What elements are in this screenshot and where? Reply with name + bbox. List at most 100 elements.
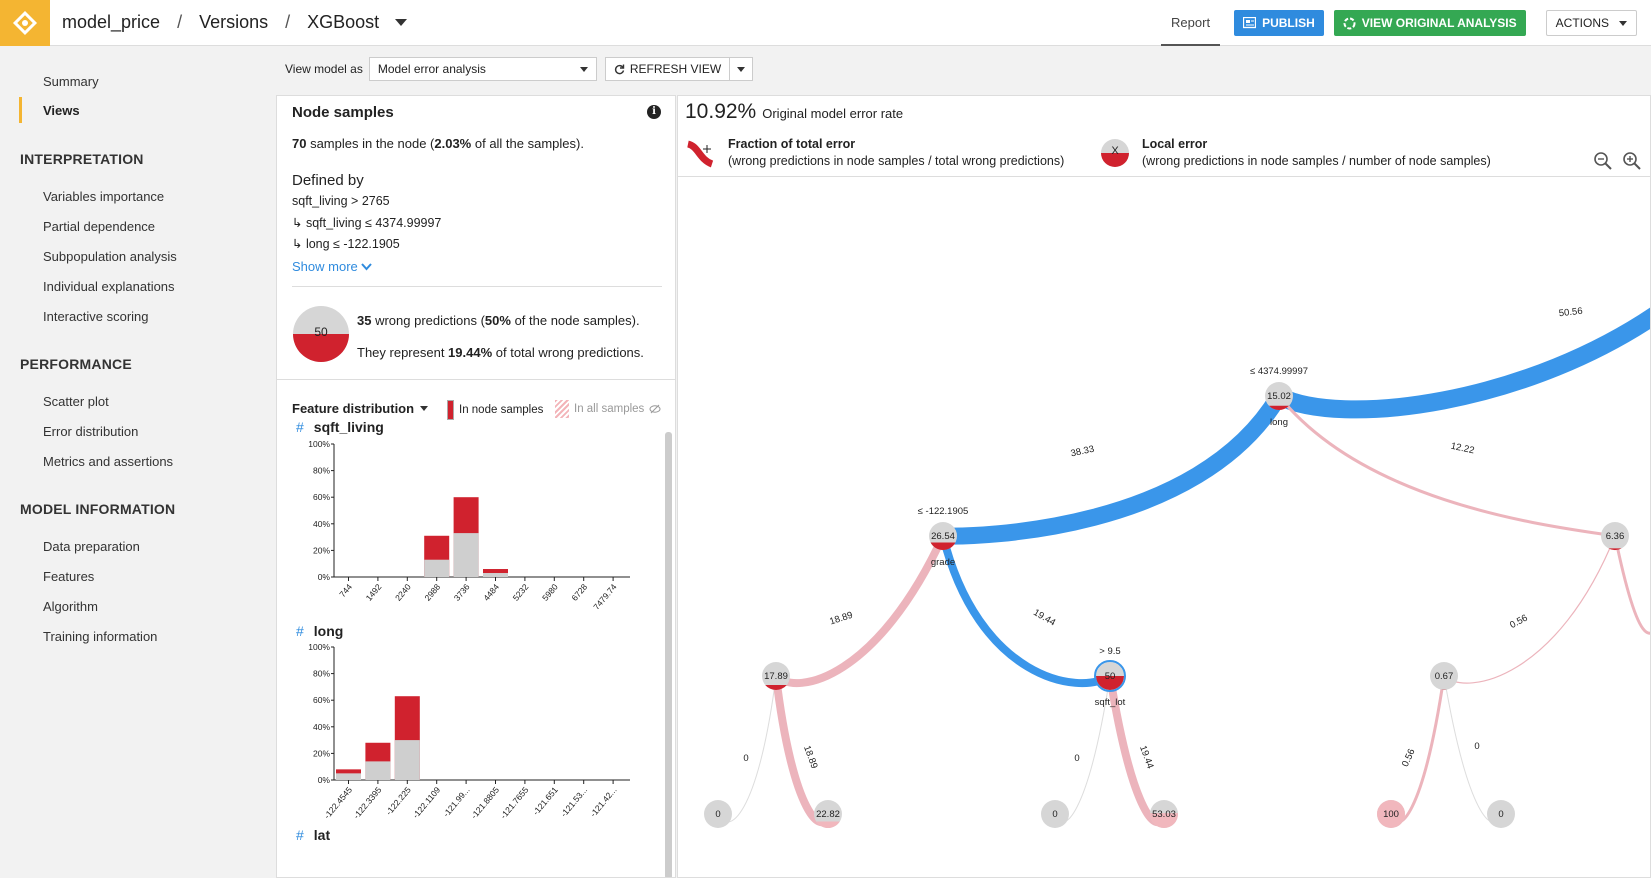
sidebar-item-metrics-and-assertions[interactable]: Metrics and assertions [43,454,174,469]
feature-heading-long: # long [296,623,343,639]
tree-node-value: 0.67 [1435,671,1454,682]
sidebar-item-training-information[interactable]: Training information [43,629,158,644]
fraction-link-icon [686,140,714,168]
bar-all-samples [394,740,420,780]
feature-list-scrollbar[interactable] [665,432,672,877]
y-tick-label: 40% [313,722,330,732]
breadcrumb-project[interactable]: model_price [62,12,161,32]
tree-node-circle [1041,800,1069,828]
bar-all-samples [453,533,479,577]
legend-swatch-all [555,400,569,418]
bar-all-samples [483,573,508,577]
tree-node-error-fill [1150,813,1178,828]
refresh-options-dropdown[interactable] [730,66,752,72]
tree-node-value: 0 [1498,809,1503,820]
error-rate-header: 10.92% Original model error rate [685,100,903,124]
tree-node-value: 0 [715,809,720,820]
sidebar-item-algorithm[interactable]: Algorithm [43,599,98,614]
legend-in-all-samples[interactable]: In all samples [555,400,661,418]
bar-all-samples [336,773,361,780]
sidebar-item-summary[interactable]: Summary [43,74,99,89]
zoom-in-icon[interactable] [1622,151,1642,171]
sidebar-section-model-information: MODEL INFORMATION [20,501,176,517]
node-samples-panel: Node samples i 70 samples in the node (2… [276,95,676,878]
sidebar-item-partial-dependence[interactable]: Partial dependence [43,219,156,234]
y-tick-label: 60% [313,492,330,502]
divider [678,176,1650,177]
refresh-view-button[interactable]: REFRESH VIEW [604,57,754,81]
x-tick-label: -121.8805 [469,785,501,821]
chevron-down-icon [1619,20,1627,26]
actions-button[interactable]: ACTIONS [1545,10,1637,36]
edge-label: 19.44 [1137,744,1155,770]
show-more-link[interactable]: Show more [292,259,373,274]
feature-name: sqft_living [313,419,384,435]
local-desc: (wrong predictions in node samples / num… [1142,154,1491,168]
breadcrumb-separator: / [177,12,183,32]
sidebar-item-error-distribution[interactable]: Error distribution [43,424,139,439]
tree-node-feature: grade [931,557,955,568]
dataiku-logo[interactable] [0,0,50,46]
sidebar-active-indicator [19,97,22,123]
error-tree-panel: 10.92% Original model error rate Fractio… [677,95,1651,878]
tree-node-value: 100 [1383,809,1399,820]
sidebar-item-data-preparation[interactable]: Data preparation [43,539,140,554]
view-model-selected: Model error analysis [377,62,486,76]
tree-node-threshold: > 9.5 [1099,646,1120,657]
chevron-down-icon [361,263,373,271]
node-samples-count-line: 70 samples in the node (2.03% of all the… [292,136,584,151]
represent-pct: 19.44% [448,345,493,360]
tree-node-threshold: ≤ 4374.99997 [1250,366,1308,377]
edge-label: 50.56 [1558,306,1583,319]
info-icon[interactable]: i [647,105,661,119]
publish-button[interactable]: PUBLISH [1234,10,1324,36]
error-tree[interactable]: 50.56 38.33 12.22 18.89 19.44 0.56 0 18.89 0 19.4… [678,177,1651,878]
tree-edge [1274,307,1650,419]
sidebar-item-views[interactable]: Views [43,103,80,118]
zoom-out-icon[interactable] [1593,151,1613,171]
tree-edge [1613,535,1650,635]
sidebar-item-scatter-plot[interactable]: Scatter plot [43,394,109,409]
y-tick-label: 0% [318,572,331,582]
model-dropdown-icon[interactable] [395,19,408,26]
tree-node-feature: long [1270,417,1288,428]
tree-edge [942,391,1287,545]
sidebar-item-individual-explanations[interactable]: Individual explanations [43,279,175,294]
tree-node-value: 0 [1052,809,1057,820]
sidebar-item-variables-importance[interactable]: Variables importance [43,189,165,204]
samples-pct: 2.03% [434,136,472,151]
sidebar-item-subpopulation-analysis[interactable]: Subpopulation analysis [43,249,177,264]
refresh-view-label: REFRESH VIEW [629,62,722,76]
defined-by-heading: Defined by [292,172,364,189]
x-tick-label: -122.225 [384,785,413,817]
y-tick-label: 40% [313,519,330,529]
divider [277,379,675,380]
tree-node-value: 17.89 [764,671,788,682]
legend-swatch-node [447,400,454,420]
fraction-legend-text: Fraction of total error (wrong predictio… [728,136,1064,170]
wrong-predictions-line: 35 wrong predictions (50% of the node sa… [357,313,640,328]
error-rate-label: Original model error rate [762,106,904,121]
tree-node-circle [814,800,842,828]
tree-edge [939,535,1113,687]
tree-node-error-fill [765,684,787,690]
edge-label: 38.33 [1070,444,1096,460]
edge-label: 12.22 [1450,441,1476,457]
y-tick-label: 60% [313,695,330,705]
feature-distribution-dropdown[interactable]: Feature distribution [292,401,429,416]
tree-edge [1443,675,1502,823]
local-title: Local error [1142,137,1208,151]
tree-edge [773,534,947,687]
view-model-select[interactable]: Model error analysis [368,57,597,81]
bar-all-samples [365,761,391,780]
view-original-analysis-button[interactable]: VIEW ORIGINAL ANALYSIS [1333,10,1526,36]
edge-label: 0.56 [1400,747,1418,768]
sidebar-item-interactive-scoring[interactable]: Interactive scoring [43,309,149,324]
breadcrumb-versions[interactable]: Versions [199,12,269,32]
tree-edge [1277,395,1616,538]
tab-report[interactable]: Report [1161,0,1221,46]
sqft-living-histogram: 100% 80% 60% 40% 20% 0% 744 1492 2240 2988 3736 448… [308,439,630,609]
feature-name: long [313,623,344,639]
tree-node-error-fill [1377,800,1405,828]
sidebar-item-features[interactable]: Features [43,569,95,584]
